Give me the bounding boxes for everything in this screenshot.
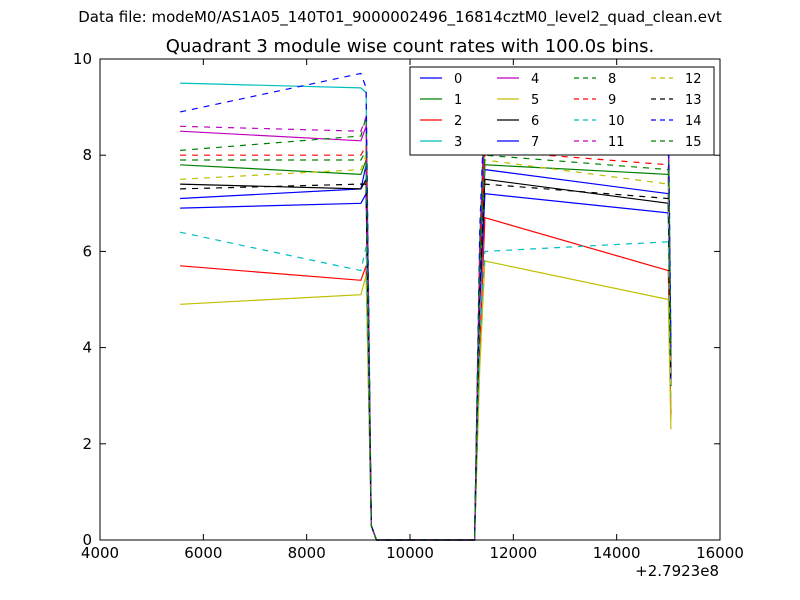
series-line-15 — [180, 148, 672, 541]
y-tick-label: 0 — [82, 531, 92, 549]
legend-label-6: 6 — [531, 114, 539, 129]
x-tick-label: 10000 — [386, 544, 434, 562]
legend-label-4: 4 — [531, 72, 539, 87]
legend-label-12: 12 — [685, 72, 702, 87]
series-line-1 — [180, 159, 672, 541]
x-tick-label: 12000 — [489, 544, 537, 562]
series-line-12 — [180, 154, 672, 541]
y-tick-label: 4 — [82, 339, 92, 357]
series-line-10 — [179, 231, 672, 541]
legend-label-10: 10 — [608, 114, 625, 129]
legend-label-1: 1 — [454, 93, 462, 108]
y-tick-label: 6 — [82, 242, 92, 260]
legend-label-14: 14 — [685, 114, 702, 129]
legend-frame — [409, 66, 715, 156]
series-line-0 — [180, 164, 672, 541]
y-tick-label: 2 — [82, 435, 92, 453]
series-line-7 — [180, 191, 672, 541]
legend-label-9: 9 — [608, 93, 616, 108]
legend-label-8: 8 — [608, 72, 616, 87]
legend-label-7: 7 — [531, 135, 539, 150]
legend-label-13: 13 — [685, 93, 702, 108]
y-tick-label: 8 — [82, 146, 92, 164]
legend-label-11: 11 — [608, 135, 625, 150]
series-line-6 — [180, 176, 672, 541]
legend-label-0: 0 — [454, 72, 462, 87]
series-line-5 — [180, 260, 672, 541]
x-tick-label: 8000 — [288, 544, 326, 562]
legend-label-15: 15 — [685, 135, 702, 150]
x-tick-label: 14000 — [593, 544, 641, 562]
legend-label-2: 2 — [454, 114, 462, 129]
series-line-9 — [180, 143, 672, 541]
legend-label-5: 5 — [531, 93, 539, 108]
series-line-11 — [180, 111, 672, 541]
series-line-2 — [180, 216, 672, 541]
series-line-13 — [180, 183, 672, 541]
series-line-14 — [179, 72, 672, 541]
x-tick-label: 4000 — [81, 544, 119, 562]
x-offset-label: +2.7923e8 — [635, 562, 719, 580]
x-tick-label: 16000 — [696, 544, 744, 562]
legend-label-3: 3 — [454, 135, 462, 150]
x-tick-label: 6000 — [184, 544, 222, 562]
figure-suptitle: Data file: modeM0/AS1A05_140T01_90000024… — [78, 8, 722, 26]
chart-title: Quadrant 3 module wise count rates with … — [165, 36, 655, 57]
y-tick-label: 10 — [73, 50, 92, 68]
